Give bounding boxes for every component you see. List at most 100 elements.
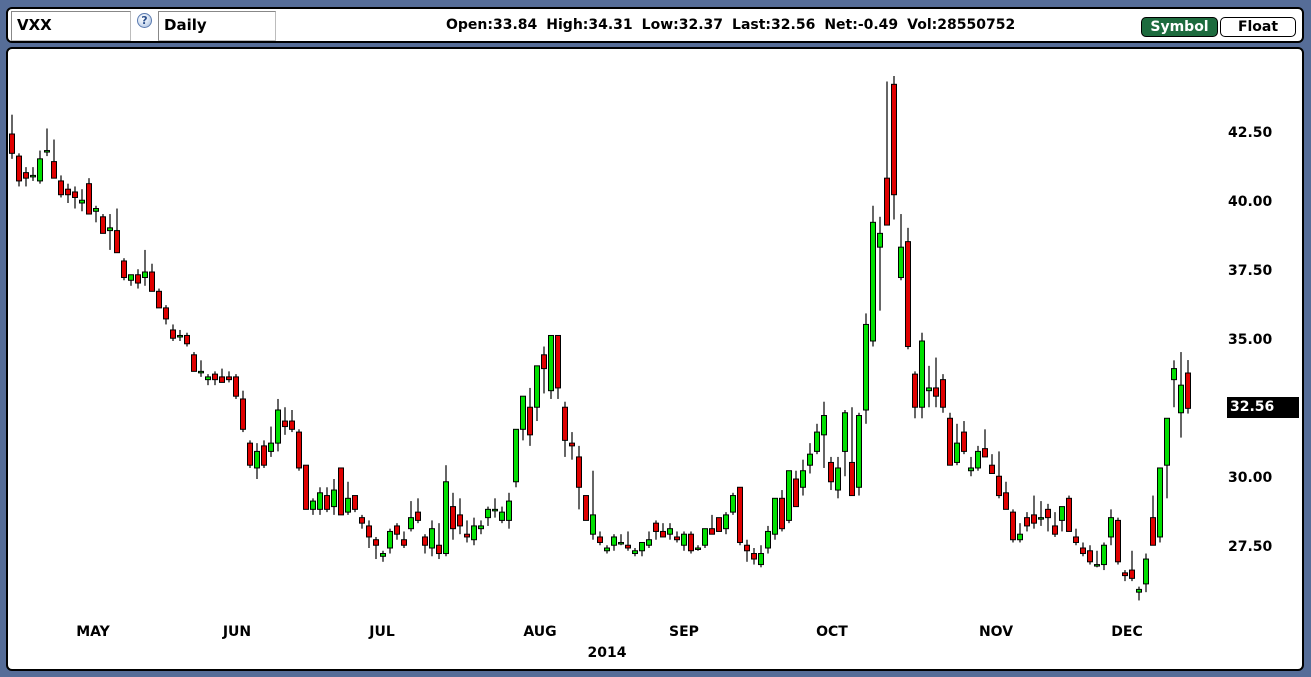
candle [359,514,365,529]
candle [1031,495,1037,529]
candle [72,186,78,209]
candle [513,428,519,488]
candle [9,114,15,159]
quote-volume: Vol:28550752 [907,17,1016,33]
candle [982,429,988,458]
candle [905,227,911,350]
candle [331,479,337,515]
candle [1178,352,1184,438]
candle [219,368,225,383]
candle [254,443,260,479]
candle [79,189,85,212]
candle [968,456,974,477]
candle [898,214,904,281]
candle [695,545,701,551]
candle [681,531,687,551]
candle [975,445,981,471]
candle [989,454,995,474]
candle [30,167,36,181]
candle [814,423,820,455]
candle [765,525,771,554]
candle [863,313,869,424]
candle [443,465,449,557]
candle [86,178,92,215]
x-tick-label: AUG [523,624,557,640]
symbol-input[interactable]: VXX [11,11,131,41]
candle [842,410,848,477]
candle [632,548,638,557]
candle [786,470,792,524]
candle [1115,517,1121,565]
candle [23,167,29,187]
quote-net: Net:-0.49 [824,17,899,33]
candle [709,514,715,535]
interval-select[interactable]: Daily [158,11,276,41]
candle [366,520,372,548]
candle [464,520,470,543]
candle [1136,586,1142,601]
candle [1052,512,1058,537]
candle [310,498,316,515]
candle [639,541,645,557]
last-price-marker: 32.56 [1227,397,1299,418]
candle [149,263,155,292]
candle [450,492,456,540]
candle [821,401,827,468]
candle [849,407,855,497]
candle [835,456,841,499]
candle [485,506,491,526]
help-question-icon[interactable]: ? [137,13,152,28]
y-tick-label: 27.50 [1228,539,1273,555]
candle [1059,506,1065,532]
candle [1038,501,1044,526]
candle [933,357,939,408]
candle [429,520,435,557]
candle [205,374,211,386]
float-button[interactable]: Float [1220,17,1296,37]
x-tick-label: DEC [1111,624,1143,640]
candle [401,531,407,548]
quote-last: Last:32.56 [732,17,816,33]
symbol-button[interactable]: Symbol [1141,17,1218,37]
candle [415,498,421,524]
quote-open: Open:33.84 [446,17,538,33]
candle [751,548,757,565]
candle [44,128,50,157]
candle [1143,553,1149,593]
candle [163,305,169,325]
candle [478,520,484,535]
candle [541,346,547,394]
x-tick-label: NOV [978,624,1014,640]
candle [1157,467,1163,543]
candle [779,490,785,532]
x-tick-label: SEP [669,624,699,640]
candle [114,208,120,254]
candle [156,288,162,309]
candle [373,536,379,560]
x-tick-label: MAY [76,624,110,640]
candle [877,216,883,311]
candle [660,523,666,538]
candle [1150,495,1156,546]
candle [380,550,386,562]
candle [1185,360,1191,414]
candle [422,534,428,554]
candle [268,426,274,457]
candle [261,440,267,468]
candle [1171,360,1177,408]
candle [226,371,232,383]
candle [506,492,512,529]
candle [1080,542,1086,557]
candle [1108,509,1114,546]
candle [317,487,323,515]
candle [828,456,834,491]
candle [653,520,659,540]
candle [555,334,561,399]
candle [730,492,736,515]
candle [744,539,750,562]
year-label: 2014 [587,645,627,661]
candle [674,531,680,543]
chart-panel[interactable] [6,47,1304,671]
candle [93,205,99,223]
